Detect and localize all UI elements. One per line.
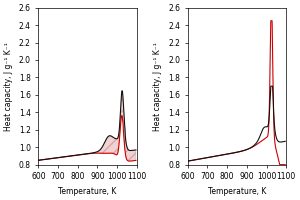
X-axis label: Temperature, K: Temperature, K	[208, 187, 266, 196]
X-axis label: Temperature, K: Temperature, K	[58, 187, 117, 196]
Y-axis label: Heat capacity, J g⁻¹ K⁻¹: Heat capacity, J g⁻¹ K⁻¹	[154, 42, 163, 131]
Y-axis label: Heat capacity, J g⁻¹ K⁻¹: Heat capacity, J g⁻¹ K⁻¹	[4, 42, 13, 131]
